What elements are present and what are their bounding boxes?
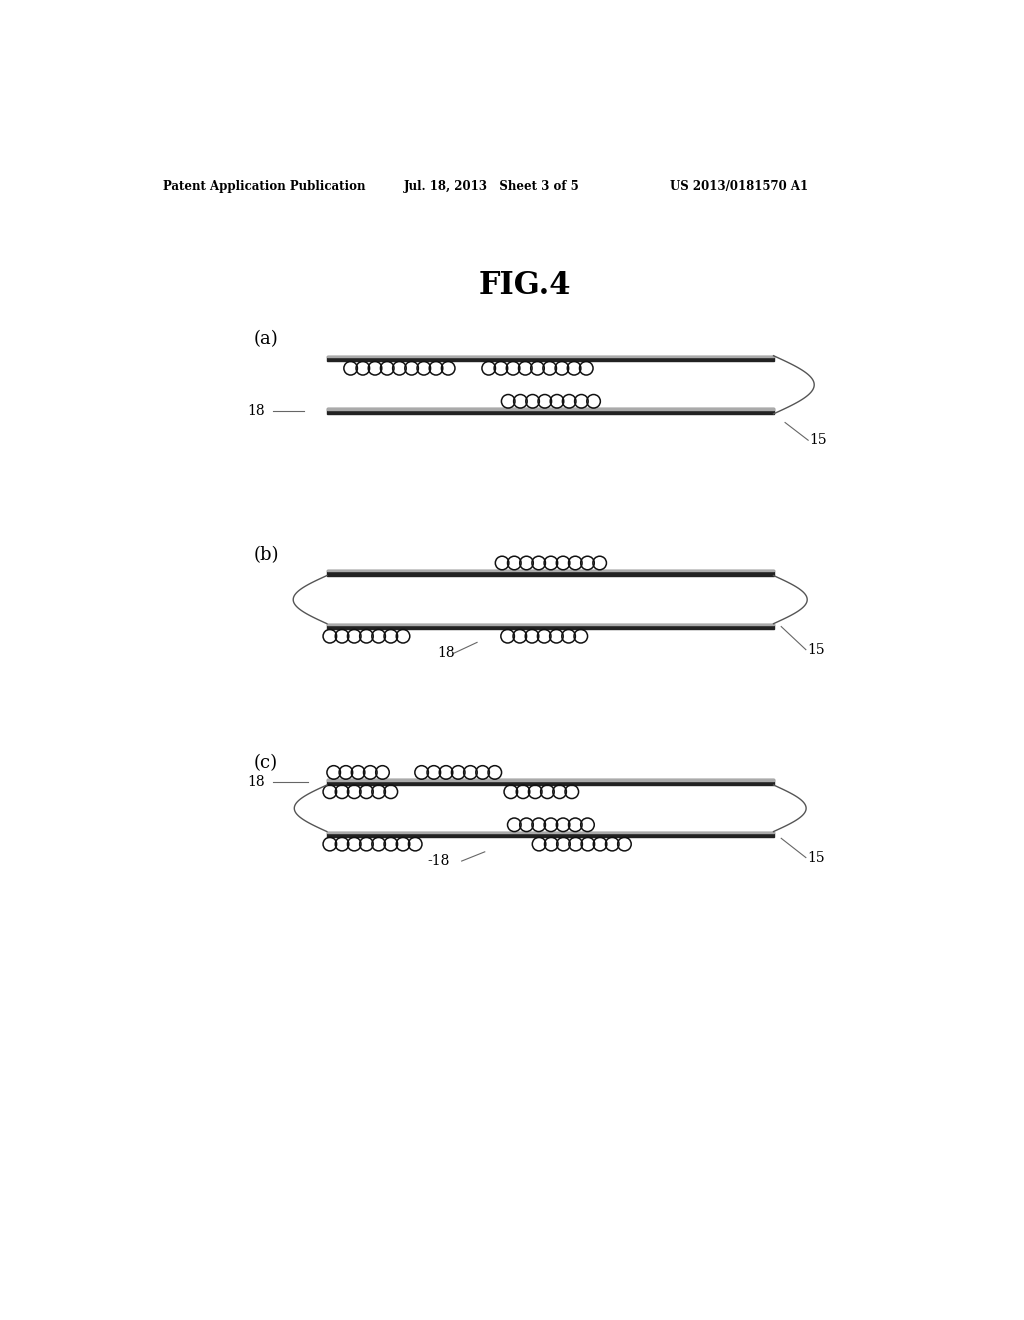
Bar xyxy=(327,779,773,785)
Text: 15: 15 xyxy=(807,643,825,656)
Text: 18: 18 xyxy=(437,647,455,660)
Bar xyxy=(327,570,773,572)
Bar xyxy=(327,623,773,626)
Text: (a): (a) xyxy=(254,330,279,348)
Text: Patent Application Publication: Patent Application Publication xyxy=(163,180,366,193)
Text: FIG.4: FIG.4 xyxy=(478,271,571,301)
Text: -18: -18 xyxy=(428,854,451,869)
Bar xyxy=(327,623,773,630)
Text: 15: 15 xyxy=(810,433,827,447)
Text: (b): (b) xyxy=(254,546,280,564)
Bar xyxy=(327,779,773,780)
Text: 18: 18 xyxy=(248,775,265,789)
Bar xyxy=(327,832,773,837)
Bar xyxy=(327,408,773,414)
Bar xyxy=(327,832,773,833)
Bar xyxy=(327,355,773,358)
Text: Jul. 18, 2013   Sheet 3 of 5: Jul. 18, 2013 Sheet 3 of 5 xyxy=(403,180,580,193)
Text: 18: 18 xyxy=(248,404,265,418)
Bar xyxy=(327,408,773,409)
Bar xyxy=(327,355,773,362)
Text: (c): (c) xyxy=(254,754,278,772)
Text: 15: 15 xyxy=(807,850,825,865)
Bar xyxy=(327,570,773,576)
Text: US 2013/0181570 A1: US 2013/0181570 A1 xyxy=(670,180,808,193)
